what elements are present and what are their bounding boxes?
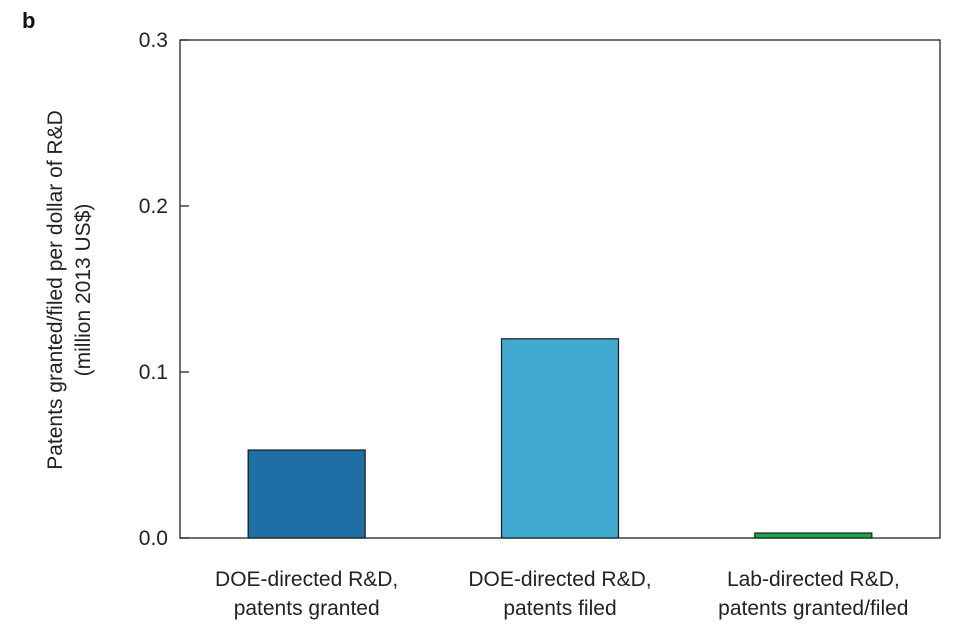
x-category-label: DOE-directed R&D,	[215, 568, 398, 591]
x-category-label: patents granted/filed	[718, 597, 908, 620]
bars	[247, 338, 873, 539]
bar	[500, 338, 620, 539]
y-tick-label: 0.3	[139, 29, 168, 52]
x-category-label: Lab-directed R&D,	[727, 568, 900, 591]
y-axis-label-line-1: Patents granted/filed per dollar of R&D	[44, 110, 67, 470]
y-tick-label: 0.0	[139, 527, 168, 550]
y-axis-label: Patents granted/filed per dollar of R&D …	[44, 110, 95, 470]
y-tick-label: 0.2	[139, 195, 168, 218]
x-category-label: patents granted	[234, 597, 380, 620]
y-tick-label: 0.1	[139, 361, 168, 384]
bar	[754, 532, 873, 539]
x-axis-labels: DOE-directed R&D, patents granted DOE-dire…	[215, 568, 908, 620]
x-category-label: DOE-directed R&D,	[468, 568, 651, 591]
panel-label: b	[22, 8, 35, 33]
y-axis-label-line-2: (million 2013 US$)	[72, 204, 95, 377]
y-axis-ticks: 0.0 0.1 0.2 0.3	[139, 29, 189, 550]
bar	[247, 449, 366, 539]
x-category-label: patents filed	[503, 597, 616, 620]
